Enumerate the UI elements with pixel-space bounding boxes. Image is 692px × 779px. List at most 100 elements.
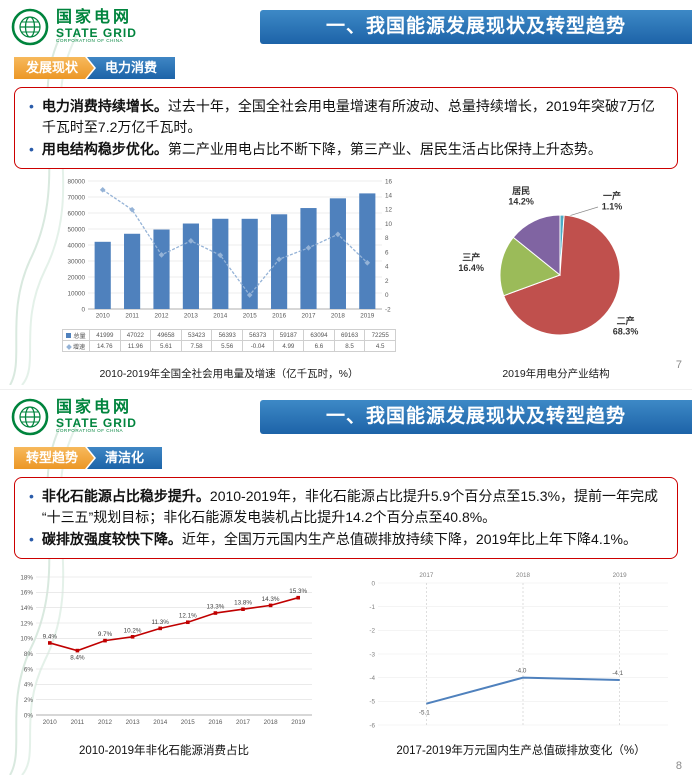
- nonfossil-share-figure: 0% 2% 4% 6% 8% 10% 12% 14% 16% 18% 2010 2011 2012 201…: [8, 567, 320, 758]
- svg-text:60000: 60000: [67, 210, 85, 217]
- svg-text:4%: 4%: [24, 682, 34, 689]
- svg-text:10: 10: [385, 221, 393, 228]
- svg-text:14.2%: 14.2%: [508, 196, 534, 206]
- svg-text:13.3%: 13.3%: [206, 604, 224, 611]
- svg-text:2014: 2014: [153, 719, 168, 726]
- svg-text:18%: 18%: [20, 574, 33, 581]
- bullet-icon: •: [29, 141, 34, 157]
- svg-text:0: 0: [371, 580, 375, 587]
- svg-text:8.4%: 8.4%: [70, 655, 85, 662]
- svg-text:2019: 2019: [360, 313, 375, 320]
- svg-text:16: 16: [385, 178, 393, 185]
- carbon-line-chart: 0 -1 -2 -3 -4 -5 -6 2017 2018 2019 -5.1 -4.0 -4.1: [356, 567, 686, 740]
- bullet-item: • 用电结构稳步优化。第二产业用电占比不断下降，第三产业、居民生活占比保持上升态势…: [27, 139, 667, 160]
- svg-text:10.2%: 10.2%: [124, 627, 142, 634]
- svg-text:80000: 80000: [67, 178, 85, 185]
- svg-text:2013: 2013: [184, 313, 199, 320]
- nonfossil-line-chart: 0% 2% 4% 6% 8% 10% 12% 14% 16% 18% 2010 2011 2012 201…: [8, 567, 320, 740]
- svg-text:11.3%: 11.3%: [152, 619, 170, 626]
- charts-row: 0 10000 20000 30000 40000 50000 60000 70000 8000…: [62, 175, 682, 381]
- state-grid-emblem-icon: [11, 8, 49, 46]
- bullet-list: • 电力消费持续增长。过去十年，全国全社会用电量增速有所波动、总量持续增长，201…: [27, 96, 667, 160]
- slide-1: 国家电网 STATE GRID CORPORATION OF CHINA 一、我…: [0, 0, 692, 389]
- tag-category: 转型趋势: [14, 447, 94, 469]
- svg-text:4: 4: [385, 264, 389, 271]
- industry-structure-figure: 一产 1.1% 二产 68.3% 三产 16.4% 居民 14.2% 2019年用电分产业结构: [430, 175, 682, 381]
- svg-text:2018: 2018: [331, 313, 346, 320]
- key-points-box: • 电力消费持续增长。过去十年，全国全社会用电量增速有所波动、总量持续增长，201…: [14, 87, 678, 169]
- slide-2: 国家电网 STATE GRID CORPORATION OF CHINA 一、我…: [0, 389, 692, 779]
- svg-text:2018: 2018: [264, 719, 279, 726]
- bullet-item: • 电力消费持续增长。过去十年，全国全社会用电量增速有所波动、总量持续增长，201…: [27, 96, 667, 138]
- svg-text:-1: -1: [369, 604, 375, 611]
- svg-text:2017: 2017: [301, 313, 316, 320]
- svg-text:9.4%: 9.4%: [43, 633, 58, 640]
- logo-name-cn: 国家电网: [56, 398, 133, 416]
- svg-text:20000: 20000: [67, 274, 85, 281]
- svg-text:2012: 2012: [98, 719, 113, 726]
- svg-text:16%: 16%: [20, 590, 33, 597]
- svg-text:50000: 50000: [67, 226, 85, 233]
- svg-text:-6: -6: [369, 722, 375, 729]
- page-number: 8: [675, 760, 682, 772]
- tag-category: 发展现状: [14, 57, 94, 79]
- state-grid-logo: 国家电网 STATE GRID CORPORATION OF CHINA: [10, 397, 260, 437]
- svg-text:2015: 2015: [243, 313, 258, 320]
- svg-text:12.1%: 12.1%: [179, 613, 197, 620]
- svg-text:8: 8: [385, 235, 389, 242]
- svg-text:12: 12: [385, 207, 393, 214]
- slide-header: 国家电网 STATE GRID CORPORATION OF CHINA 一、我…: [0, 0, 692, 47]
- page-number: 7: [675, 359, 682, 371]
- tag-topic: 清洁化: [87, 447, 163, 469]
- svg-text:2010: 2010: [43, 719, 58, 726]
- svg-text:14.3%: 14.3%: [262, 596, 280, 603]
- carbon-chart-caption: 2017-2019年万元国内生产总值碳排放变化（%）: [396, 745, 646, 757]
- svg-text:70000: 70000: [67, 194, 85, 201]
- bullet-icon: •: [29, 98, 34, 114]
- svg-text:10000: 10000: [67, 290, 85, 297]
- svg-text:15.3%: 15.3%: [289, 588, 307, 595]
- svg-text:居民: 居民: [512, 186, 530, 196]
- svg-text:-5.1: -5.1: [419, 710, 430, 717]
- svg-text:12%: 12%: [20, 620, 33, 627]
- svg-text:2011: 2011: [71, 719, 85, 726]
- nonfossil-chart-caption: 2010-2019年非化石能源消费占比: [79, 745, 249, 757]
- svg-text:2011: 2011: [125, 313, 139, 320]
- logo-name-sub: CORPORATION OF CHINA: [56, 38, 124, 44]
- tag-topic: 电力消费: [87, 57, 176, 79]
- svg-text:2017: 2017: [419, 572, 434, 579]
- svg-text:-2: -2: [385, 306, 391, 313]
- svg-text:6%: 6%: [24, 666, 34, 673]
- pie-chart: 一产 1.1% 二产 68.3% 三产 16.4% 居民 14.2%: [430, 175, 682, 364]
- svg-text:1.1%: 1.1%: [602, 202, 623, 212]
- bullet-item: • 碳排放强度较快下降。近年，全国万元国内生产总值碳排放持续下降，2019年比上年…: [27, 529, 667, 550]
- logo-text: 国家电网 STATE GRID CORPORATION OF CHINA: [56, 8, 137, 44]
- slide-title: 一、我国能源发展现状及转型趋势: [260, 400, 692, 434]
- svg-text:三产: 三产: [462, 251, 480, 262]
- svg-text:2015: 2015: [181, 719, 196, 726]
- section-tags: 发展现状 电力消费: [14, 57, 692, 79]
- svg-text:2013: 2013: [126, 719, 141, 726]
- section-tags: 转型趋势 清洁化: [14, 447, 692, 469]
- bullet-list: • 非化石能源占比稳步提升。2010-2019年，非化石能源占比提升5.9个百分点…: [27, 486, 667, 550]
- svg-text:14%: 14%: [20, 605, 33, 612]
- logo-name-cn: 国家电网: [56, 8, 133, 26]
- logo-name-sub: CORPORATION OF CHINA: [56, 428, 124, 434]
- state-grid-emblem-icon: [11, 398, 49, 436]
- svg-text:2019: 2019: [613, 572, 628, 579]
- svg-text:-2: -2: [369, 628, 375, 635]
- bullet-icon: •: [29, 488, 34, 504]
- svg-text:-5: -5: [369, 699, 375, 706]
- logo-text: 国家电网 STATE GRID CORPORATION OF CHINA: [56, 398, 137, 434]
- svg-text:2016: 2016: [272, 313, 287, 320]
- svg-text:8%: 8%: [24, 651, 34, 658]
- svg-text:2017: 2017: [236, 719, 251, 726]
- svg-text:2: 2: [385, 278, 389, 285]
- charts-row: 0% 2% 4% 6% 8% 10% 12% 14% 16% 18% 2010 2011 2012 201…: [8, 567, 686, 758]
- svg-text:30000: 30000: [67, 258, 85, 265]
- svg-text:16.4%: 16.4%: [458, 263, 484, 273]
- svg-text:2018: 2018: [516, 572, 531, 579]
- svg-text:0: 0: [81, 306, 85, 313]
- svg-text:40000: 40000: [67, 242, 85, 249]
